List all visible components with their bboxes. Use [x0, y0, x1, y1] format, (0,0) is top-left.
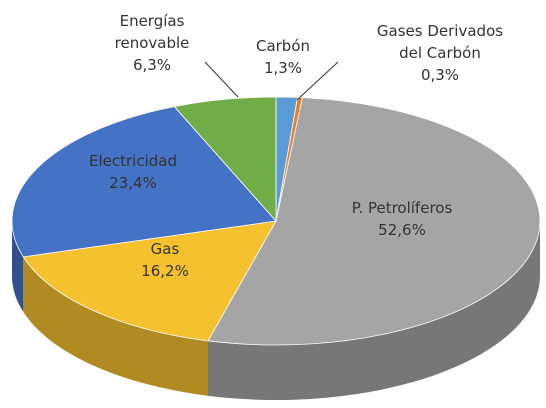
slice-side	[12, 221, 24, 312]
leader-line	[296, 61, 339, 101]
slice	[207, 97, 541, 346]
value-label: 52,6%	[378, 221, 426, 239]
slice-side	[208, 221, 540, 400]
category-name: Energías renovable	[114, 12, 190, 52]
category-name: P. Petrolíferos	[351, 199, 453, 217]
category-name: Gases Derivados del Carbón	[376, 22, 504, 62]
slice-label: Electricidad 23,4%	[63, 150, 203, 194]
slice-label: P. Petrolíferos 52,6%	[312, 197, 492, 241]
slice	[11, 106, 277, 258]
slice	[173, 96, 277, 223]
slice-label: Gases Derivados del Carbón 0,3%	[365, 20, 515, 86]
slice-label: Gas 16,2%	[105, 238, 225, 282]
category-name: Carbón	[255, 37, 311, 55]
slice-side	[23, 256, 209, 396]
category-name: Gas	[150, 240, 180, 258]
value-label: 0,3%	[420, 66, 460, 84]
value-label: 1,3%	[263, 59, 303, 77]
slice	[22, 220, 277, 342]
slice-label: Energías renovable 6,3%	[97, 10, 207, 76]
value-label: 6,3%	[132, 56, 172, 74]
slice-label: Carbón 1,3%	[243, 35, 323, 79]
value-label: 16,2%	[141, 262, 189, 280]
value-label: 23,4%	[109, 174, 157, 192]
category-name: Electricidad	[89, 152, 177, 170]
leader-line	[204, 61, 239, 98]
